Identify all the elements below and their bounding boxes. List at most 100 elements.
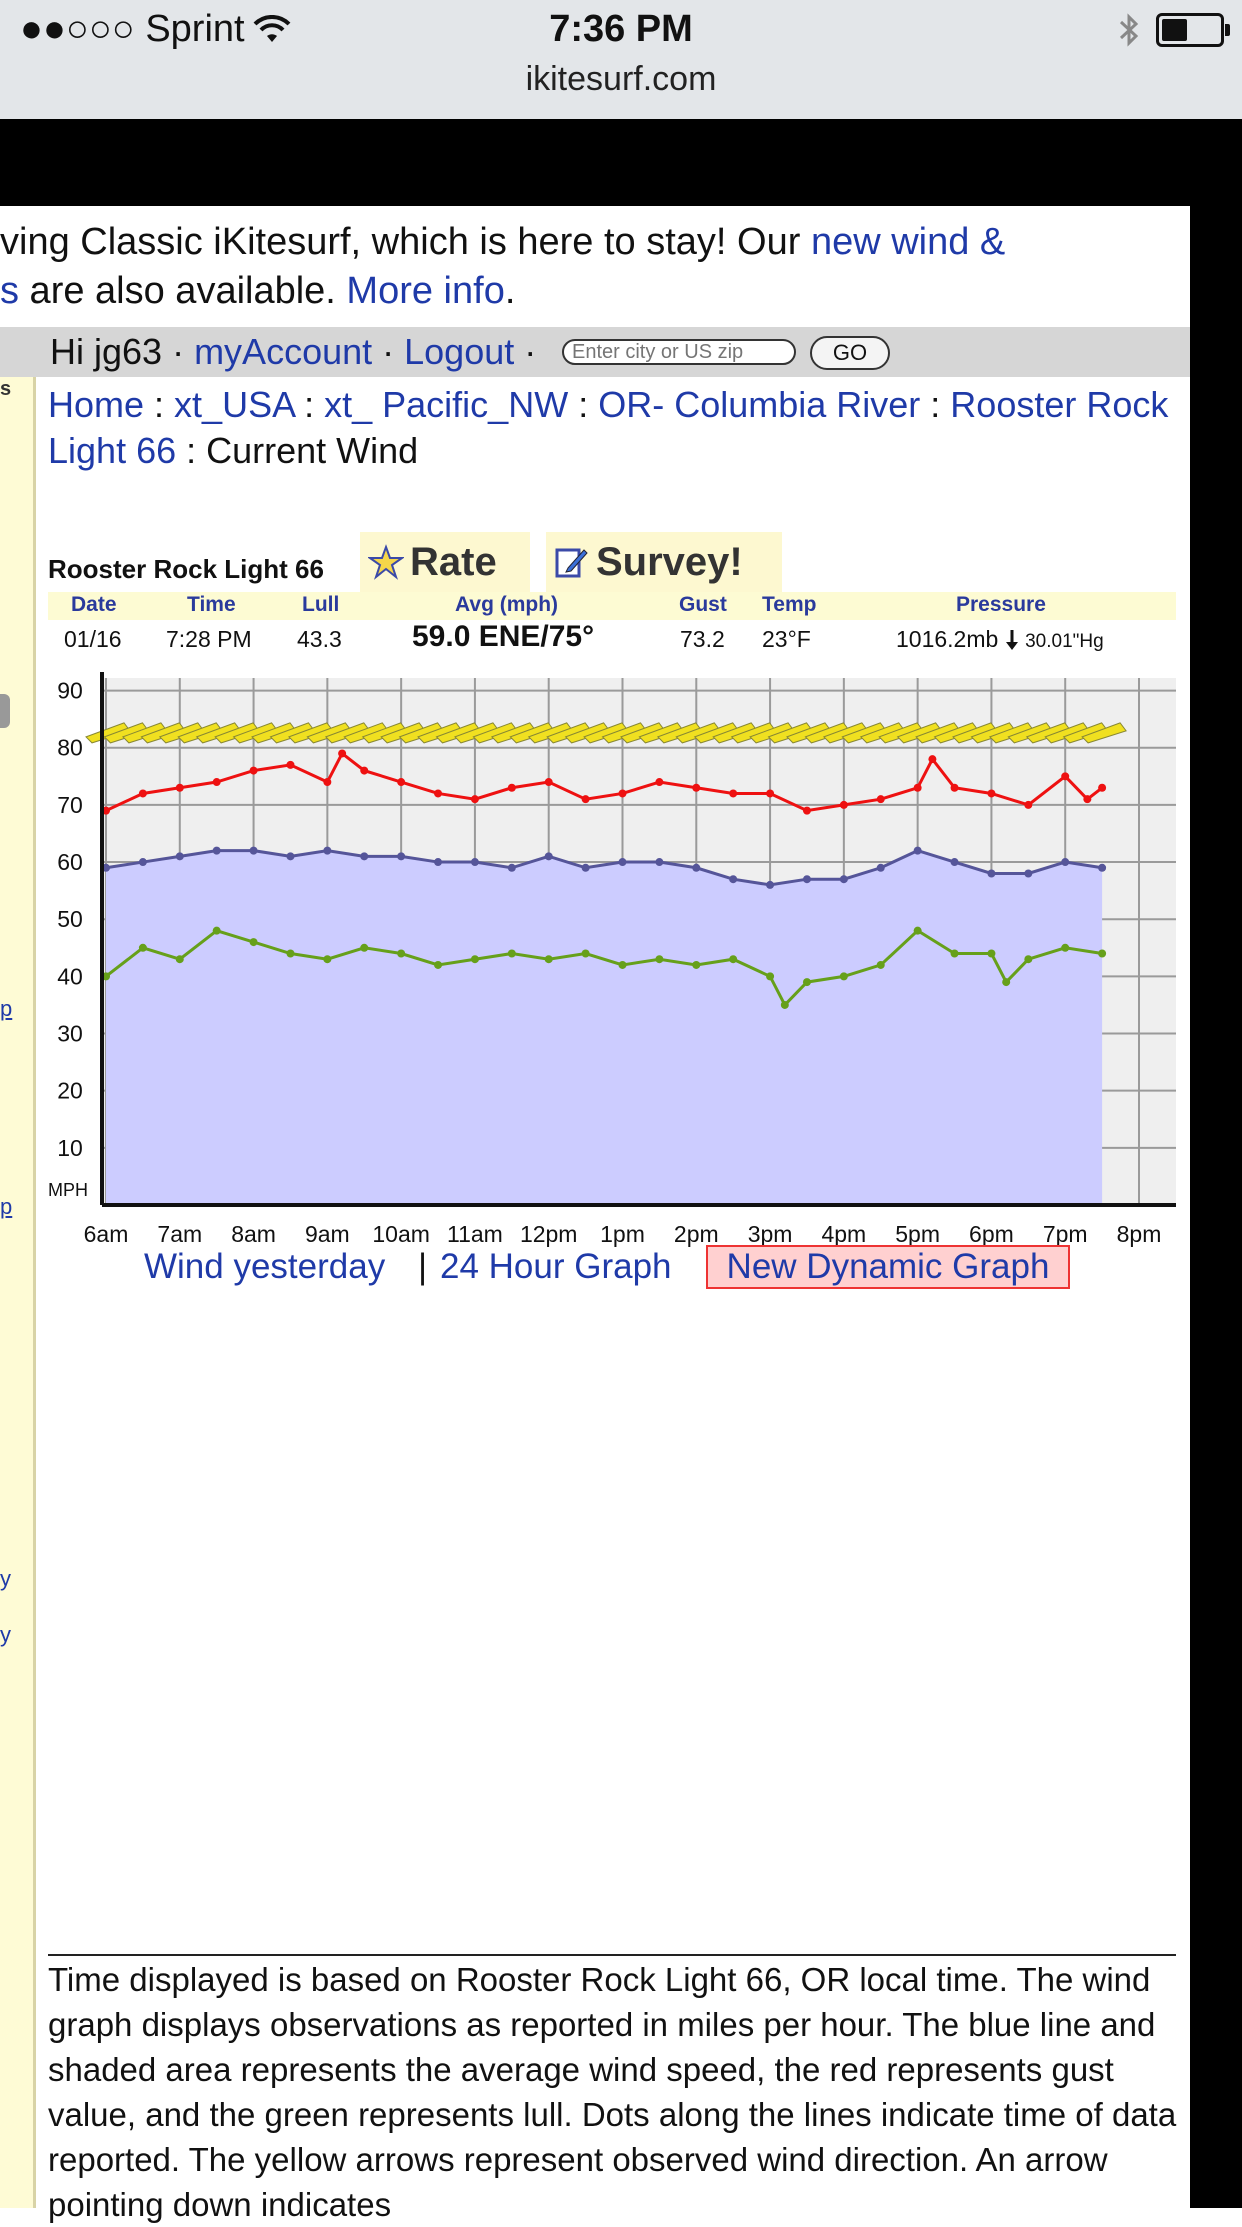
x-tick-label: 8pm: [1117, 1221, 1162, 1247]
y-tick-label: 90: [57, 678, 83, 704]
wind-chart: 10 20 30 40 50 60 70 80 90 MPH 6am 7am 8am 9am 10am 11a…: [40, 660, 1180, 1252]
breadcrumb-separator: :: [568, 384, 599, 425]
y-tick-label: 30: [57, 1021, 83, 1047]
x-tick-label: 11am: [447, 1221, 503, 1247]
data-point-gust: [913, 783, 922, 792]
sidebar-link-fragment[interactable]: y: [0, 1622, 11, 1647]
data-point-avg: [581, 863, 590, 872]
data-point-gust: [338, 749, 347, 758]
data-point-gust: [507, 783, 516, 792]
data-point-lull: [397, 949, 406, 958]
wind-direction-arrow: [1081, 722, 1127, 744]
status-bar: ●●○○○ Sprint 7:36 PM ikitesurf.com: [0, 0, 1242, 119]
breadcrumb-home[interactable]: Home: [48, 384, 145, 425]
data-point-lull: [544, 955, 553, 964]
logout-link[interactable]: Logout: [404, 331, 515, 372]
data-point-gust: [692, 783, 701, 792]
data-point-gust: [1083, 795, 1092, 804]
data-point-avg: [507, 863, 516, 872]
header-lull: Lull: [302, 593, 340, 616]
value-lull: 43.3: [297, 626, 342, 652]
wifi-icon: [253, 14, 291, 42]
data-point-avg: [175, 852, 184, 861]
y-tick-label: 10: [57, 1135, 83, 1161]
data-point-lull: [581, 949, 590, 958]
data-point-avg: [950, 858, 959, 867]
data-point-avg: [839, 875, 848, 884]
breadcrumb-country[interactable]: xt_USA: [174, 384, 295, 425]
new-wind-link[interactable]: new wind &: [810, 221, 1006, 263]
x-tick-label: 9am: [305, 1221, 350, 1247]
survey-button[interactable]: Survey!: [546, 532, 782, 592]
sidebar-link-fragment[interactable]: p: [0, 996, 13, 1021]
24-hour-graph-link[interactable]: 24 Hour Graph: [440, 1247, 672, 1286]
value-pressure-hg: 30.01"Hg: [1025, 631, 1104, 652]
data-point-avg: [249, 846, 258, 855]
go-button[interactable]: GO: [810, 336, 890, 370]
data-point-gust: [1098, 783, 1107, 792]
url-bar[interactable]: ikitesurf.com: [525, 60, 717, 98]
status-icons: [1118, 12, 1230, 48]
wind-yesterday-link[interactable]: Wind yesterday: [144, 1247, 386, 1286]
data-point-lull: [323, 955, 332, 964]
data-point-gust: [470, 795, 479, 804]
data-point-gust: [212, 778, 221, 787]
carrier-signal: ●●○○○ Sprint: [20, 8, 291, 51]
announcement-period: .: [504, 270, 516, 312]
city-search-input[interactable]: [562, 339, 796, 365]
right-black-margin: [1190, 206, 1242, 2208]
series-line-lull: [105, 928, 1103, 1008]
breadcrumb-current: Current Wind: [206, 430, 419, 471]
graph-links: Wind yesterday | 24 Hour Graph New Dynam…: [0, 1243, 1190, 1293]
wind-chart-svg: 10 20 30 40 50 60 70 80 90 MPH 6am 7am 8am 9am 10am 11a…: [48, 672, 1176, 1247]
header-gust: Gust: [679, 593, 727, 616]
sidebar-link-fragment[interactable]: p: [0, 1194, 13, 1219]
data-point-lull: [692, 960, 701, 969]
data-point-lull: [1061, 943, 1070, 952]
breadcrumb-separator: :: [144, 384, 175, 425]
data-point-lull: [876, 960, 885, 969]
data-point-lull: [802, 978, 811, 987]
x-tick-label: 6am: [84, 1221, 129, 1247]
y-tick-label: 70: [57, 792, 83, 818]
more-info-link[interactable]: More info: [346, 270, 505, 312]
data-point-avg: [544, 852, 553, 861]
data-point-lull: [950, 949, 959, 958]
data-point-lull: [987, 949, 996, 958]
sidebar-link-fragment[interactable]: y: [0, 1566, 11, 1591]
data-point-avg: [212, 846, 221, 855]
data-point-avg: [729, 875, 738, 884]
sidebar-button-fragment[interactable]: [0, 694, 10, 728]
y-tick-label: 80: [57, 735, 83, 761]
data-point-avg: [470, 858, 479, 867]
y-axis-label: MPH: [48, 1180, 88, 1200]
x-tick-label: 8am: [231, 1221, 276, 1247]
data-point-gust: [544, 778, 553, 787]
rate-button[interactable]: Rate: [360, 532, 530, 592]
announcement-link-tail[interactable]: s: [0, 270, 19, 312]
value-temp: 23°F: [762, 626, 811, 652]
data-point-avg: [1098, 863, 1107, 872]
breadcrumb-separator: :: [920, 384, 951, 425]
data-point-avg: [913, 846, 922, 855]
my-account-link[interactable]: myAccount: [194, 331, 373, 372]
breadcrumb-station[interactable]: Rooster Rock Light 66: [48, 384, 1169, 471]
x-tick-label: 2pm: [674, 1221, 719, 1247]
x-tick-label: 4pm: [821, 1221, 866, 1247]
announcement-banner: ving Classic iKitesurf, which is here to…: [0, 206, 1190, 327]
data-point-gust: [950, 783, 959, 792]
new-dynamic-graph-button[interactable]: New Dynamic Graph: [706, 1245, 1070, 1289]
breadcrumb-area[interactable]: OR- Columbia River: [598, 384, 921, 425]
breadcrumb-separator: :: [294, 384, 325, 425]
data-point-avg: [1024, 869, 1033, 878]
data-point-gust: [286, 760, 295, 769]
data-point-gust: [928, 755, 937, 764]
header-avg: Avg (mph): [455, 593, 559, 616]
x-tick-label: 1pm: [600, 1221, 645, 1247]
breadcrumb-region[interactable]: xt_ Pacific_NW: [324, 384, 569, 425]
data-point-lull: [360, 943, 369, 952]
breadcrumb: Home : xt_USA : xt_ Pacific_NW : OR- Col…: [48, 382, 1178, 474]
survey-label: Survey!: [596, 539, 743, 584]
data-point-avg: [360, 852, 369, 861]
data-point-avg: [692, 863, 701, 872]
